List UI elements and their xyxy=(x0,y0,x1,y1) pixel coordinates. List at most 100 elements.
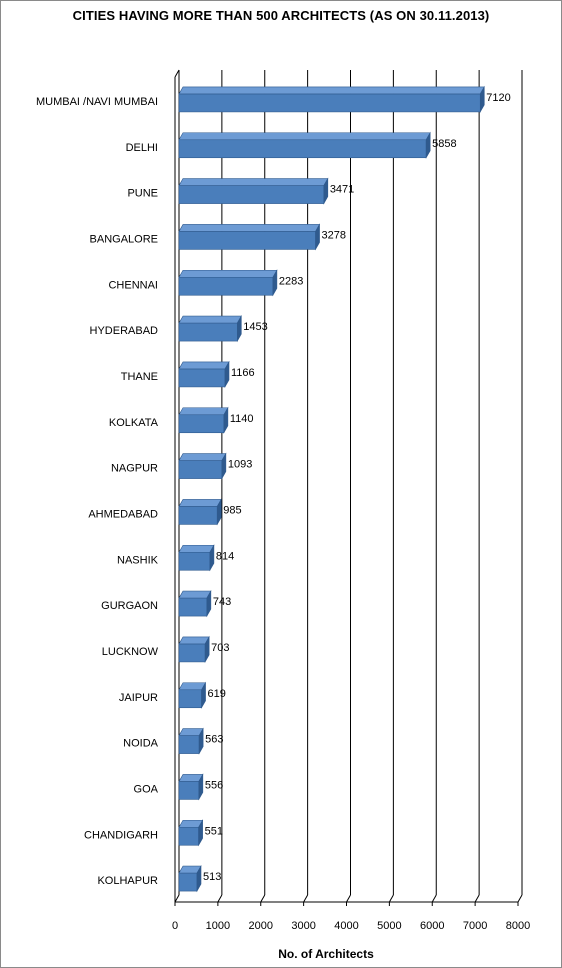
category-label: AHMEDABAD xyxy=(88,508,158,520)
bar-side xyxy=(206,589,212,618)
category-label: KOLKATA xyxy=(109,417,159,429)
bar-side xyxy=(198,727,204,755)
floor-gridline xyxy=(260,894,266,903)
category-label: DELHI xyxy=(126,142,158,154)
category-label: KOLHAPUR xyxy=(97,875,158,887)
bar-side xyxy=(221,452,227,480)
bar-side xyxy=(236,314,242,343)
category-label: LUCKNOW xyxy=(102,646,159,658)
category-label: JAIPUR xyxy=(119,692,158,704)
data-label: 1166 xyxy=(231,367,255,379)
chart-title: CITIES HAVING MORE THAN 500 ARCHITECTS (… xyxy=(72,8,490,23)
bar xyxy=(178,826,199,846)
bar-top xyxy=(178,590,212,599)
bar-top xyxy=(178,407,229,416)
data-label: 551 xyxy=(205,825,223,837)
bar xyxy=(178,597,208,617)
bar-side xyxy=(315,223,320,251)
floor-gridline xyxy=(217,894,223,903)
data-label: 3471 xyxy=(330,184,354,196)
data-label: 5858 xyxy=(432,138,456,150)
category-label: BANGALORE xyxy=(90,233,158,245)
data-label: 1140 xyxy=(230,413,254,425)
bar-side xyxy=(196,864,202,893)
bar xyxy=(178,322,238,342)
data-label: 556 xyxy=(205,779,223,791)
bar-top xyxy=(178,269,278,278)
bar-side xyxy=(425,131,431,159)
floor-gridline xyxy=(517,894,523,903)
gridlines xyxy=(174,70,523,903)
bar-side xyxy=(209,544,215,572)
data-label: 1093 xyxy=(228,459,252,471)
floor-gridline xyxy=(474,894,480,903)
bar-top xyxy=(178,499,222,507)
data-label: 1453 xyxy=(243,321,267,333)
floor-gridline xyxy=(174,894,180,903)
floor-gridline xyxy=(431,894,437,903)
bar-top xyxy=(178,682,207,691)
bar xyxy=(178,551,211,571)
bar xyxy=(178,781,200,800)
y-axis-top-line xyxy=(174,69,180,78)
bar-side xyxy=(198,773,204,801)
category-label: MUMBAI /NAVI MUMBAI xyxy=(36,96,158,108)
floor-gridline xyxy=(303,894,309,903)
labels: 0 1000 2000 3000 4000 5000 6000 7000 8000 MUMBAI … xyxy=(36,92,530,932)
x-tick-label: 4000 xyxy=(334,920,358,932)
bar-top xyxy=(178,453,227,461)
category-label: CHENNAI xyxy=(108,279,158,291)
bar-side xyxy=(204,635,210,664)
data-label: 814 xyxy=(216,550,234,562)
bar-top xyxy=(178,224,321,232)
data-label: 619 xyxy=(208,688,226,700)
data-label: 7120 xyxy=(486,92,510,104)
bar xyxy=(178,231,316,250)
bar-side xyxy=(224,360,230,389)
x-axis-title: No. of Architects xyxy=(278,947,374,961)
bar xyxy=(178,689,202,709)
data-label: 3278 xyxy=(322,229,346,241)
data-label: 563 xyxy=(205,734,223,746)
bar xyxy=(178,460,223,479)
category-label: THANE xyxy=(121,371,158,383)
category-label: HYDERABAD xyxy=(90,325,159,337)
bar xyxy=(178,368,226,388)
category-label: NOIDA xyxy=(123,738,159,750)
bar-side xyxy=(223,406,229,434)
data-label: 2283 xyxy=(279,275,303,287)
bar xyxy=(178,872,198,892)
category-label: CHANDIGARH xyxy=(84,829,158,841)
data-label: 743 xyxy=(213,596,231,608)
axes xyxy=(174,69,519,906)
x-tick-label: 0 xyxy=(172,920,178,932)
category-label: NASHIK xyxy=(117,554,159,566)
x-tick-label: 8000 xyxy=(506,920,530,932)
bar-side xyxy=(198,819,203,847)
bar-side xyxy=(272,269,278,297)
bar-top xyxy=(178,315,242,324)
floor-gridline xyxy=(388,894,394,903)
x-tick-label: 6000 xyxy=(420,920,444,932)
bar xyxy=(178,276,274,296)
bar xyxy=(178,185,325,204)
bar-top xyxy=(178,178,329,186)
x-tick-label: 7000 xyxy=(463,920,487,932)
category-label: PUNE xyxy=(127,188,158,200)
bar xyxy=(178,414,225,434)
bar xyxy=(178,643,206,663)
category-label: GURGAON xyxy=(101,600,158,612)
x-tick-label: 1000 xyxy=(206,920,230,932)
bar-top xyxy=(178,544,215,553)
floor-gridline xyxy=(346,894,351,903)
bar-side xyxy=(323,177,329,205)
bar xyxy=(178,139,427,159)
bar xyxy=(178,735,200,754)
data-label: 985 xyxy=(223,504,241,516)
bar-side xyxy=(216,498,222,526)
bar xyxy=(178,93,481,113)
x-tick-label: 2000 xyxy=(249,920,273,932)
category-label: NAGPUR xyxy=(111,463,158,475)
